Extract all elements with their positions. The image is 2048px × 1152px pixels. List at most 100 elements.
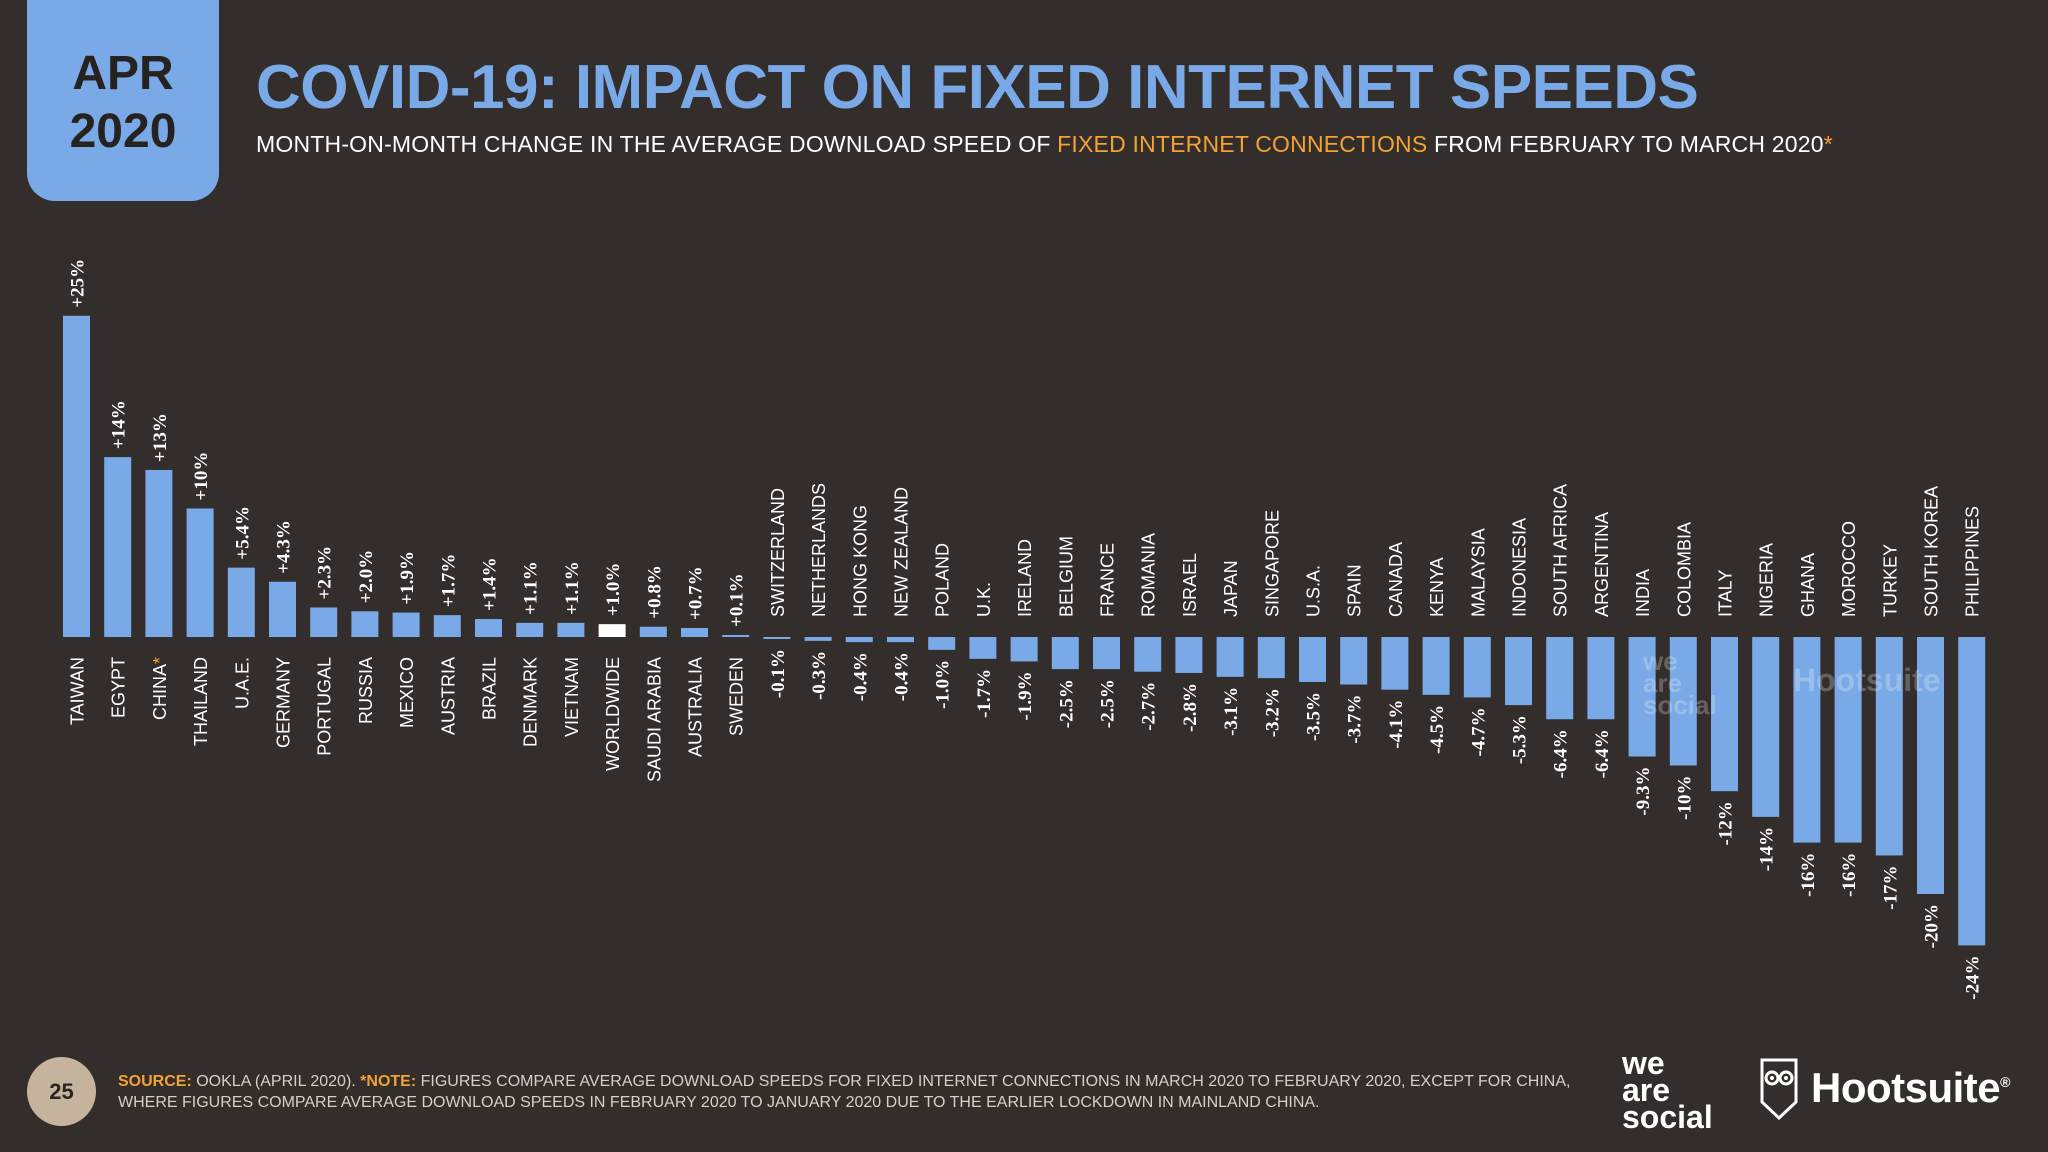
bar-colombia bbox=[1669, 637, 1697, 766]
category-label: INDIA bbox=[1633, 569, 1653, 617]
category-label: ITALY bbox=[1716, 570, 1736, 617]
date-badge: APR 2020 bbox=[27, 0, 219, 201]
value-label: +1.1% bbox=[521, 561, 542, 615]
category-label: CANADA bbox=[1386, 542, 1406, 617]
category-label: BELGIUM bbox=[1056, 536, 1076, 617]
value-label: +2.0% bbox=[356, 550, 377, 604]
source-label: SOURCE: bbox=[118, 1073, 192, 1090]
bar-china bbox=[145, 469, 173, 637]
category-label: MOROCCO bbox=[1839, 521, 1859, 617]
was-line-2: are bbox=[1622, 1072, 1671, 1108]
category-label: VIETNAM bbox=[562, 657, 582, 737]
category-label: ROMANIA bbox=[1139, 533, 1159, 617]
category-label: SWEDEN bbox=[727, 657, 747, 736]
bar-egypt bbox=[104, 457, 132, 637]
bar-japan bbox=[1216, 637, 1244, 677]
category-label: FRANCE bbox=[1098, 543, 1118, 617]
category-label: THAILAND bbox=[191, 657, 211, 746]
category-label: U.K. bbox=[974, 582, 994, 617]
category-label: SWITZERLAND bbox=[768, 488, 788, 617]
badge-year: 2020 bbox=[69, 104, 177, 158]
value-label: +14% bbox=[109, 400, 130, 449]
value-label: -4.1% bbox=[1386, 700, 1407, 749]
category-label: KENYA bbox=[1427, 557, 1447, 617]
category-label: POLAND bbox=[933, 543, 953, 617]
bar-worldwide bbox=[598, 624, 626, 637]
category-label: EGYPT bbox=[109, 657, 129, 718]
bar-philippines bbox=[1958, 637, 1986, 946]
bar-thailand bbox=[186, 508, 214, 637]
bar-switzerland bbox=[763, 637, 791, 639]
value-label: -16% bbox=[1798, 853, 1819, 897]
value-label: -2.5% bbox=[1098, 679, 1119, 728]
source-note: SOURCE: OOKLA (APRIL 2020). *NOTE: FIGUR… bbox=[118, 1071, 1578, 1113]
category-label: AUSTRIA bbox=[438, 657, 458, 735]
bar-romania bbox=[1134, 637, 1162, 672]
category-label: WORLDWIDE bbox=[603, 657, 623, 771]
category-label: SINGAPORE bbox=[1262, 510, 1282, 617]
value-label: -6.4% bbox=[1592, 729, 1613, 778]
category-label: ISRAEL bbox=[1180, 553, 1200, 617]
bar-austria bbox=[433, 615, 461, 637]
value-label: -16% bbox=[1839, 853, 1860, 897]
value-label: -4.7% bbox=[1468, 707, 1489, 756]
bar-nigeria bbox=[1752, 637, 1780, 817]
bar-australia bbox=[681, 628, 708, 637]
hootsuite-logo-text: Hootsuite® bbox=[1811, 1064, 2010, 1111]
was-line-3: social bbox=[1622, 1099, 1713, 1135]
note-label: *NOTE: bbox=[360, 1073, 417, 1090]
badge-month: APR bbox=[72, 46, 174, 100]
category-label: PORTUGAL bbox=[315, 657, 335, 756]
bar-belgium bbox=[1051, 637, 1079, 670]
subtitle-text: MONTH-ON-MONTH CHANGE IN THE AVERAGE DOW… bbox=[256, 131, 1058, 157]
category-label: U.S.A. bbox=[1304, 565, 1324, 617]
bar-india bbox=[1628, 637, 1656, 757]
bar-ghana bbox=[1793, 637, 1821, 843]
value-label: +10% bbox=[191, 452, 212, 501]
bar-ireland bbox=[1010, 637, 1038, 662]
category-label: TAIWAN bbox=[68, 657, 88, 725]
bar-russia bbox=[351, 611, 379, 637]
value-label: -2.5% bbox=[1056, 679, 1077, 728]
hootsuite-owl-icon bbox=[1760, 1058, 1798, 1120]
category-label: CHINA* bbox=[150, 657, 170, 720]
bar-new-zealand bbox=[887, 637, 914, 643]
category-label: JAPAN bbox=[1221, 560, 1241, 617]
bar-kenya bbox=[1422, 637, 1450, 695]
value-label: -6.4% bbox=[1551, 729, 1572, 778]
value-label: +25% bbox=[68, 259, 89, 308]
value-label: -4.5% bbox=[1427, 705, 1448, 754]
value-label: -17% bbox=[1880, 865, 1901, 909]
bar-argentina bbox=[1587, 637, 1615, 720]
value-label: -10% bbox=[1674, 776, 1695, 820]
value-label: +0.8% bbox=[644, 565, 665, 619]
category-label: NETHERLANDS bbox=[809, 483, 829, 617]
bar-portugal bbox=[310, 607, 338, 637]
value-label: -0.4% bbox=[892, 652, 913, 701]
value-label: +1.9% bbox=[397, 551, 418, 605]
bar-turkey bbox=[1875, 637, 1903, 856]
note-text: FIGURES COMPARE AVERAGE DOWNLOAD SPEEDS … bbox=[118, 1073, 1571, 1111]
category-label: RUSSIA bbox=[356, 657, 376, 724]
value-label: +0.7% bbox=[686, 566, 707, 620]
category-label: ARGENTINA bbox=[1592, 512, 1612, 617]
category-label: COLOMBIA bbox=[1674, 522, 1694, 617]
bar-spain bbox=[1340, 637, 1368, 685]
we-are-social-watermark: we are social bbox=[1643, 646, 1717, 720]
value-label: -24% bbox=[1963, 955, 1984, 999]
bar-mexico bbox=[392, 612, 420, 637]
bar-sweden bbox=[722, 635, 750, 637]
value-label: +2.3% bbox=[315, 546, 336, 600]
category-label: GHANA bbox=[1798, 553, 1818, 617]
category-label: MEXICO bbox=[397, 657, 417, 728]
bar-morocco bbox=[1834, 637, 1862, 843]
category-label: BRAZIL bbox=[480, 657, 500, 720]
value-label: -1.7% bbox=[974, 669, 995, 718]
value-label: -9.3% bbox=[1633, 767, 1654, 816]
value-label: +13% bbox=[150, 413, 171, 462]
category-label: HONG KONG bbox=[850, 505, 870, 617]
category-label: INDONESIA bbox=[1510, 518, 1530, 617]
value-label: -3.2% bbox=[1262, 688, 1283, 737]
value-label: +1.1% bbox=[562, 561, 583, 615]
value-label: +1.4% bbox=[480, 557, 501, 611]
